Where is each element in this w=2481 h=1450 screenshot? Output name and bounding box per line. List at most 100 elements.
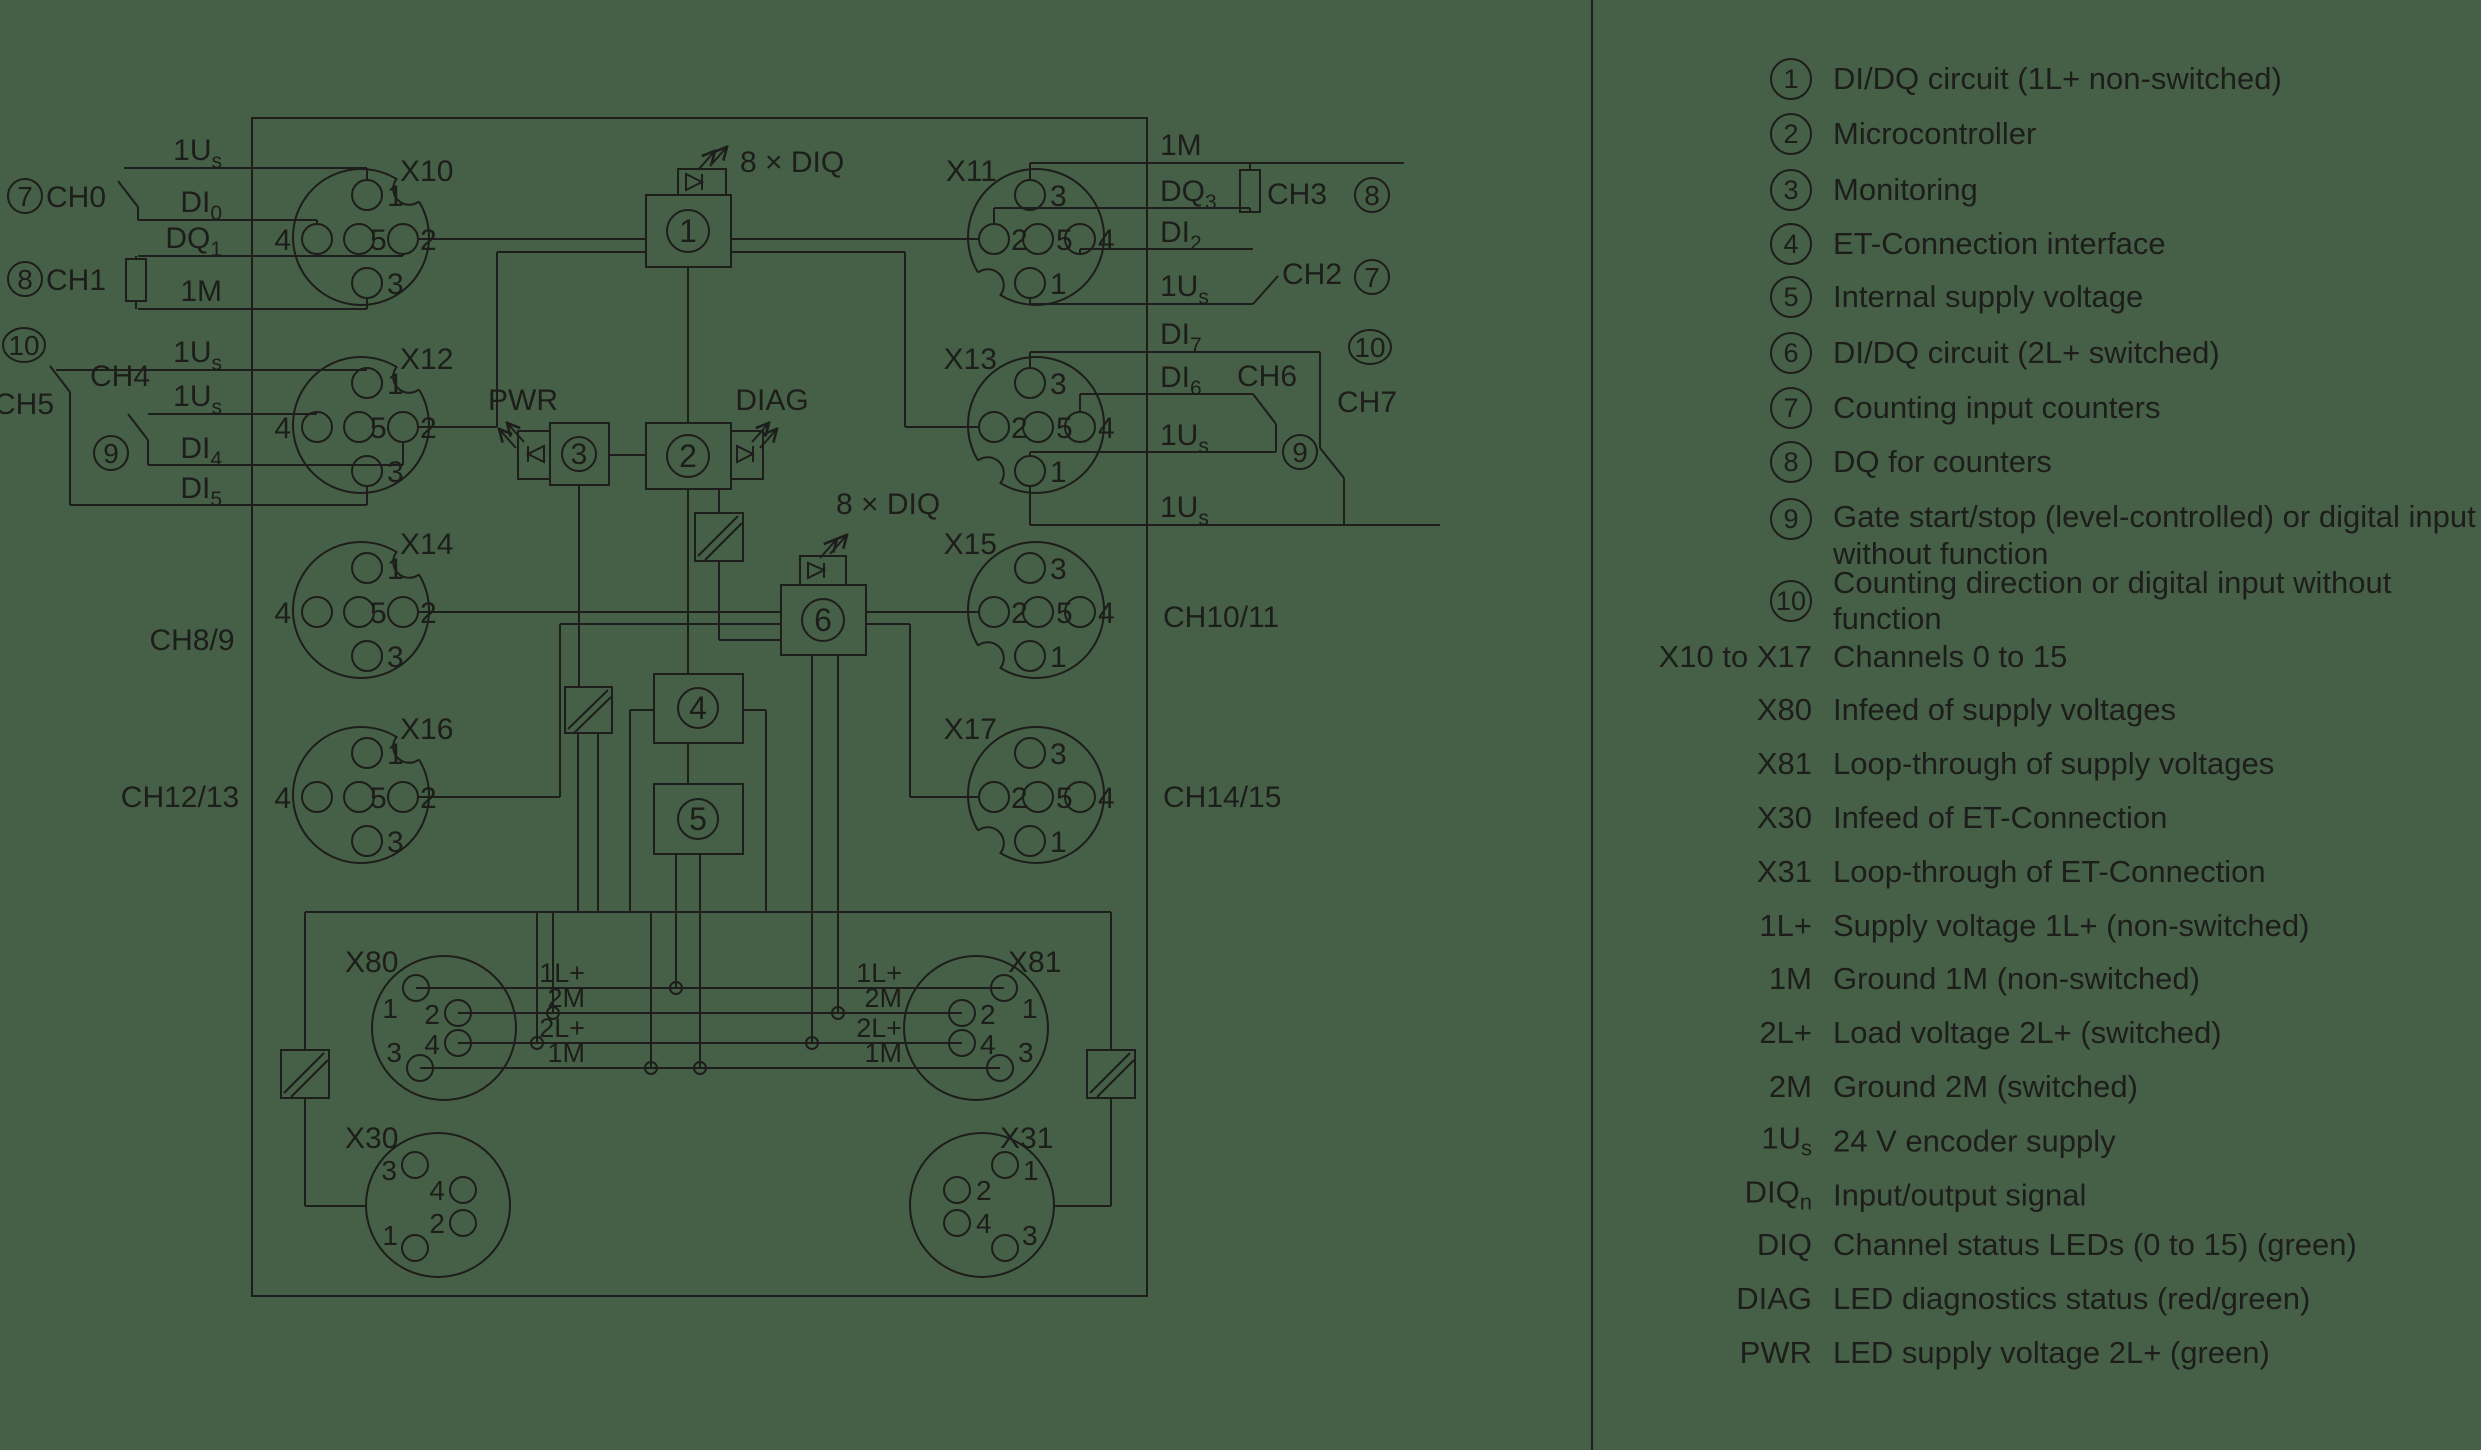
pin-label: 4 [429, 1175, 445, 1206]
switch-icon [1319, 447, 1345, 479]
legend-badge: 5 [1770, 276, 1812, 318]
pin-label: 2 [420, 412, 437, 445]
pin-label: 3 [387, 641, 404, 674]
pin-label: 1 [1050, 268, 1067, 301]
connector-x11: 3 2 5 4 1 X11 [946, 155, 1115, 306]
pin-label: 4 [976, 1208, 992, 1239]
badge-8-right: 8 [1354, 177, 1390, 213]
pin-label: 3 [381, 1155, 397, 1186]
pin-label: 2 [429, 1208, 445, 1239]
pin-label: 4 [274, 782, 291, 815]
svg-text:CH3: CH3 [1267, 178, 1327, 211]
block-number: 5 [689, 801, 707, 837]
svg-text:CH0: CH0 [46, 181, 106, 214]
bus-labels: 1L+ 2M 2L+ 1M 1L+ 2M 2L+ 1M [539, 958, 902, 1068]
pin-label: 4 [274, 597, 291, 630]
legend-item: DIQ Channel status LEDs (0 to 15) (green) [1756, 1227, 2357, 1262]
legend-item: 10 Counting direction or digital input wi… [1591, 565, 2481, 637]
pin-label: 3 [386, 1037, 402, 1068]
legend-item: X80 Infeed of supply voltages [1756, 692, 2176, 727]
badge-number: 10 [1354, 332, 1385, 363]
pin-label: 5 [1056, 412, 1073, 445]
signal-labels-left: 1Us DI0 DQ1 1M 1Us 1Us DI4 DI5 [165, 134, 222, 511]
pin-label: 3 [1050, 553, 1067, 586]
svg-text:1M: 1M [547, 1038, 585, 1068]
badge-number: 8 [1364, 180, 1380, 211]
pin-label: 3 [1050, 180, 1067, 213]
connector-label: X12 [400, 343, 453, 376]
legend-item: 5 Internal supply voltage [1591, 276, 2481, 318]
block-6: 6 [780, 584, 867, 656]
badge-9-left: 9 [93, 435, 129, 471]
svg-text:2L+: 2L+ [539, 1013, 585, 1043]
led-label: 8 × DIQ [740, 146, 844, 179]
led-label: PWR [488, 384, 558, 417]
pin-label: 5 [370, 224, 387, 257]
legend-badge: 10 [1770, 580, 1812, 622]
svg-text:CH2: CH2 [1282, 258, 1342, 291]
connector-x10: 1 4 5 2 3 X10 [274, 155, 453, 306]
svg-text:1Us: 1Us [173, 134, 222, 173]
pin-label: 4 [1098, 412, 1115, 445]
block-4: 4 [653, 673, 744, 744]
svg-text:DI6: DI6 [1160, 361, 1202, 400]
legend-badge: 7 [1770, 387, 1812, 429]
legend-badge: 6 [1770, 332, 1812, 374]
pin-label: 4 [1098, 597, 1115, 630]
panel-divider [1591, 0, 1593, 1450]
block-diagram: 1 4 5 2 3 X10 1 4 5 2 3 X12 1 4 5 2 3 X1… [0, 117, 1440, 1297]
resistor-icon [125, 258, 147, 302]
legend-item: 3 Monitoring [1591, 169, 2481, 211]
connector-label: X16 [400, 713, 453, 746]
pin-label: 2 [1011, 224, 1028, 257]
led-diq-top-icon: 8 × DIQ [677, 146, 844, 196]
pin-label: 1 [387, 368, 404, 401]
pin-label: 4 [1098, 224, 1115, 257]
legend-item: 8 DQ for counters [1591, 441, 2481, 483]
pin-label: 1 [1050, 456, 1067, 489]
badge-7-left: 7 [7, 178, 43, 214]
connector-x12: 1 4 5 2 3 X12 [274, 343, 453, 494]
connector-label: X11 [946, 155, 997, 188]
pin-label: 1 [387, 553, 404, 586]
pin-label: 5 [370, 597, 387, 630]
connector-label: X30 [345, 1122, 398, 1155]
legend-item: PWR LED supply voltage 2L+ (green) [1739, 1335, 2270, 1370]
legend-badge: 9 [1770, 498, 1812, 540]
pin-label: 5 [1056, 224, 1073, 257]
led-label: DIAG [735, 384, 808, 417]
connector-x30: 3 4 2 1 X30 [345, 1122, 511, 1278]
block-2: 2 [645, 422, 732, 490]
svg-text:1M: 1M [864, 1038, 902, 1068]
legend-item: DIAG LED diagnostics status (red/green) [1736, 1281, 2311, 1316]
legend-badge: 8 [1770, 441, 1812, 483]
pin-label: 5 [1056, 597, 1073, 630]
block-number: 2 [679, 438, 697, 474]
switch-icon [127, 413, 149, 441]
pin-label: 2 [424, 999, 440, 1030]
svg-text:DI7: DI7 [1160, 318, 1202, 357]
pin-label: 3 [1050, 368, 1067, 401]
wires [49, 162, 1440, 1207]
svg-text:1Us: 1Us [173, 380, 222, 419]
pin-label: 3 [387, 268, 404, 301]
block-number: 1 [679, 213, 697, 249]
block-number: 6 [814, 602, 832, 638]
signal-labels-right: 1M DQ3 DI2 1Us DI7 DI6 1Us 1Us [1160, 129, 1217, 530]
legend-item: 9 Gate start/stop (level-controlled) or … [1591, 498, 2481, 572]
connector-x17: 3 2 5 4 1 X17 [944, 713, 1115, 864]
connector-label: X80 [345, 946, 398, 979]
legend-badge: 3 [1770, 169, 1812, 211]
block-5: 5 [653, 783, 744, 855]
led-label: 8 × DIQ [836, 488, 940, 521]
connector-label: X81 [1008, 946, 1061, 979]
pin-label: 1 [387, 738, 404, 771]
legend-item: 1Us 24 V encoder supply [1761, 1120, 2116, 1161]
badge-number: 7 [17, 181, 33, 212]
pin-label: 5 [370, 782, 387, 815]
connector-x80: 1 2 4 3 X80 [345, 946, 517, 1101]
badge-number: 10 [8, 330, 39, 361]
pin-label: 4 [274, 412, 291, 445]
legend-item: 7 Counting input counters [1591, 387, 2481, 429]
badge-number: 9 [103, 438, 119, 469]
